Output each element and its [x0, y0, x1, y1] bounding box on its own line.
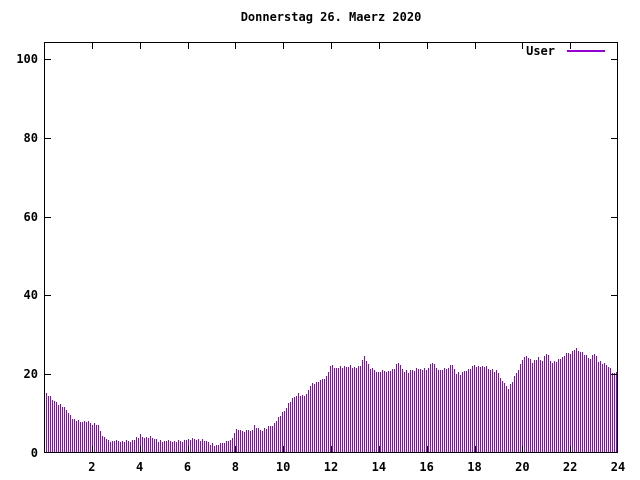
axis-ticks — [45, 43, 617, 452]
x-tick-label: 16 — [419, 460, 434, 474]
y-tick-label: 0 — [30, 446, 38, 460]
chart-title: Donnerstag 26. Maerz 2020 — [240, 10, 422, 24]
y-tick-label: 100 — [16, 52, 38, 66]
x-tick-label: 24 — [610, 460, 626, 474]
x-tick-label: 4 — [136, 460, 144, 474]
x-tick-label: 8 — [231, 460, 239, 474]
user-series-bars — [46, 348, 617, 452]
x-tick-label: 2 — [88, 460, 96, 474]
y-tick-label: 60 — [23, 209, 38, 224]
legend-line-sample — [567, 50, 605, 52]
y-tick-label: 80 — [23, 130, 38, 145]
x-tick-label: 10 — [275, 460, 291, 474]
plot-border — [44, 42, 618, 453]
x-tick-label: 14 — [371, 460, 387, 474]
legend: User — [505, 44, 605, 58]
plot-svg — [44, 42, 618, 453]
x-tick-label: 6 — [183, 460, 192, 474]
legend-label-user: User — [526, 44, 555, 58]
y-tick-label: 20 — [23, 367, 38, 382]
x-tick-label: 18 — [467, 460, 482, 474]
x-tick-label: 12 — [323, 460, 339, 474]
x-tick-label: 20 — [515, 460, 530, 474]
x-tick-label: 22 — [562, 460, 578, 474]
y-tick-label: 40 — [23, 288, 38, 303]
